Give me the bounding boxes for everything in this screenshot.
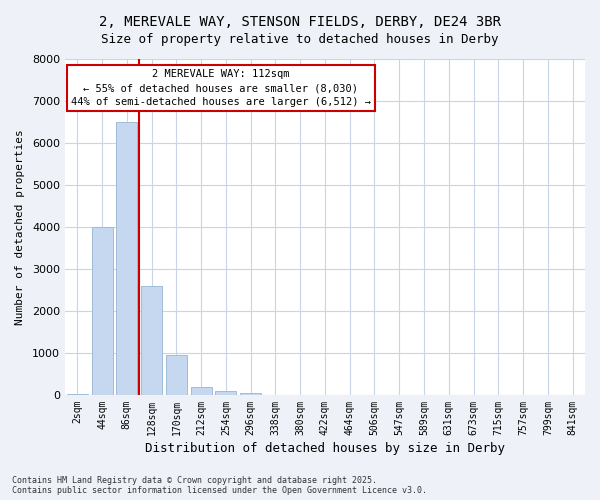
Bar <box>67 394 88 395</box>
Bar <box>116 122 137 395</box>
Bar <box>166 355 187 395</box>
Bar <box>92 227 113 395</box>
Bar <box>215 390 236 395</box>
Bar <box>191 386 212 395</box>
Bar <box>141 286 162 395</box>
X-axis label: Distribution of detached houses by size in Derby: Distribution of detached houses by size … <box>145 442 505 455</box>
Y-axis label: Number of detached properties: Number of detached properties <box>15 129 25 325</box>
Bar <box>240 393 261 395</box>
Text: 2, MEREVALE WAY, STENSON FIELDS, DERBY, DE24 3BR: 2, MEREVALE WAY, STENSON FIELDS, DERBY, … <box>99 15 501 29</box>
Text: Contains HM Land Registry data © Crown copyright and database right 2025.
Contai: Contains HM Land Registry data © Crown c… <box>12 476 427 495</box>
Text: 2 MEREVALE WAY: 112sqm
← 55% of detached houses are smaller (8,030)
44% of semi-: 2 MEREVALE WAY: 112sqm ← 55% of detached… <box>71 69 371 107</box>
Text: Size of property relative to detached houses in Derby: Size of property relative to detached ho… <box>101 32 499 46</box>
